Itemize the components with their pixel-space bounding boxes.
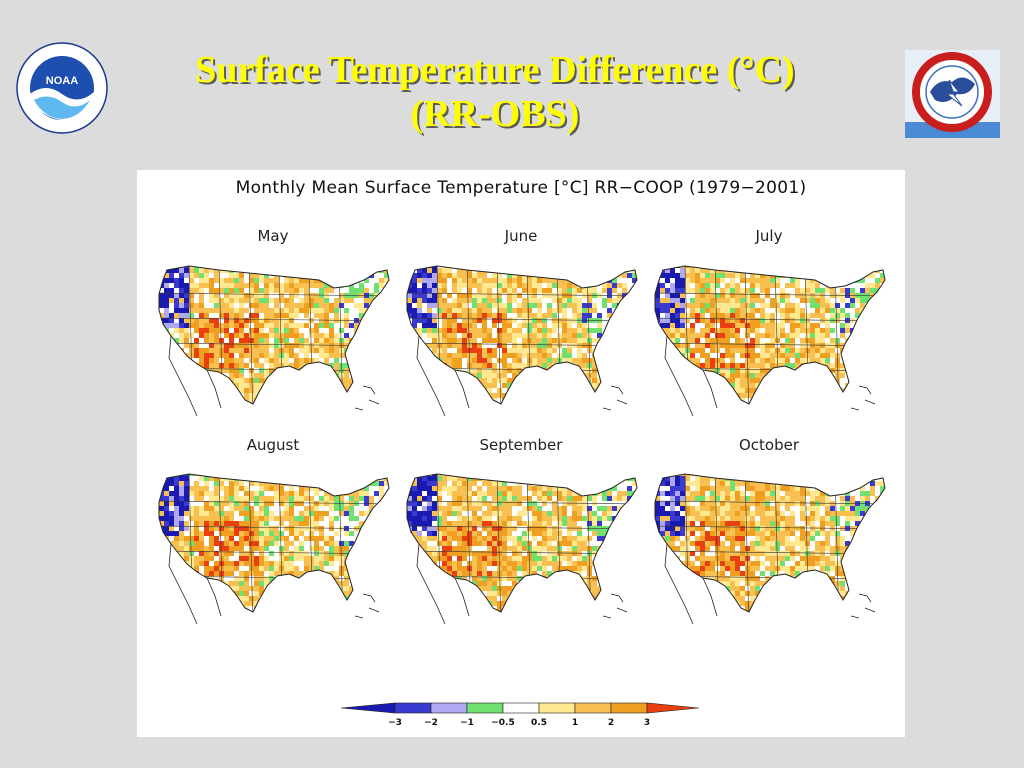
- panel-label-august: August: [246, 436, 300, 454]
- panel-label-october: October: [738, 436, 800, 454]
- slide-title-line2: (RR-OBS): [410, 93, 580, 135]
- colorbar-tick-label: 0.5: [531, 718, 547, 728]
- panel-label-june: June: [504, 227, 538, 245]
- colorbar-segment: [394, 702, 432, 714]
- us-map-june: [406, 265, 638, 417]
- colorbar-tick-label: −0.5: [491, 718, 514, 728]
- us-map-may: [158, 265, 390, 417]
- noaa-logo-text: NOAA: [46, 75, 78, 87]
- colorbar-segment: [646, 702, 700, 714]
- colorbar-segment: [340, 702, 396, 714]
- us-map-july: [654, 265, 886, 417]
- colorbar-segment: [610, 702, 648, 714]
- colorbar-tick-label: 1: [572, 718, 578, 728]
- colorbar-tick-label: 3: [644, 718, 650, 728]
- us-map-september: [406, 473, 638, 625]
- slide-title: Surface Temperature Difference (°C) (RR-…: [0, 48, 990, 136]
- panel-label-may: May: [257, 227, 289, 245]
- colorbar-legend: −3 −2 −1 −0.5 0.5 1 2 3: [340, 702, 700, 728]
- panel-label-july: July: [755, 227, 783, 245]
- temperature-difference-figure: Monthly Mean Surface Temperature [°C] RR…: [137, 170, 905, 737]
- us-map-october: [654, 473, 886, 625]
- panel-label-september: September: [479, 436, 563, 454]
- colorbar-tick-label: 2: [608, 718, 614, 728]
- colorbar-segment: [538, 702, 576, 714]
- colorbar-segment: [574, 702, 612, 714]
- colorbar-segment: [466, 702, 504, 714]
- colorbar-tick-label: −3: [388, 718, 402, 728]
- national-weather-service-logo: [905, 50, 1000, 138]
- colorbar-tick-label: −2: [424, 718, 438, 728]
- colorbar-segment: [430, 702, 468, 714]
- slide-title-line1: Surface Temperature Difference (°C): [195, 49, 795, 91]
- colorbar-segment: [502, 702, 540, 714]
- us-map-august: [158, 473, 390, 625]
- noaa-logo: NOAA: [16, 42, 108, 134]
- colorbar-tick-label: −1: [460, 718, 474, 728]
- figure-title: Monthly Mean Surface Temperature [°C] RR…: [235, 178, 807, 198]
